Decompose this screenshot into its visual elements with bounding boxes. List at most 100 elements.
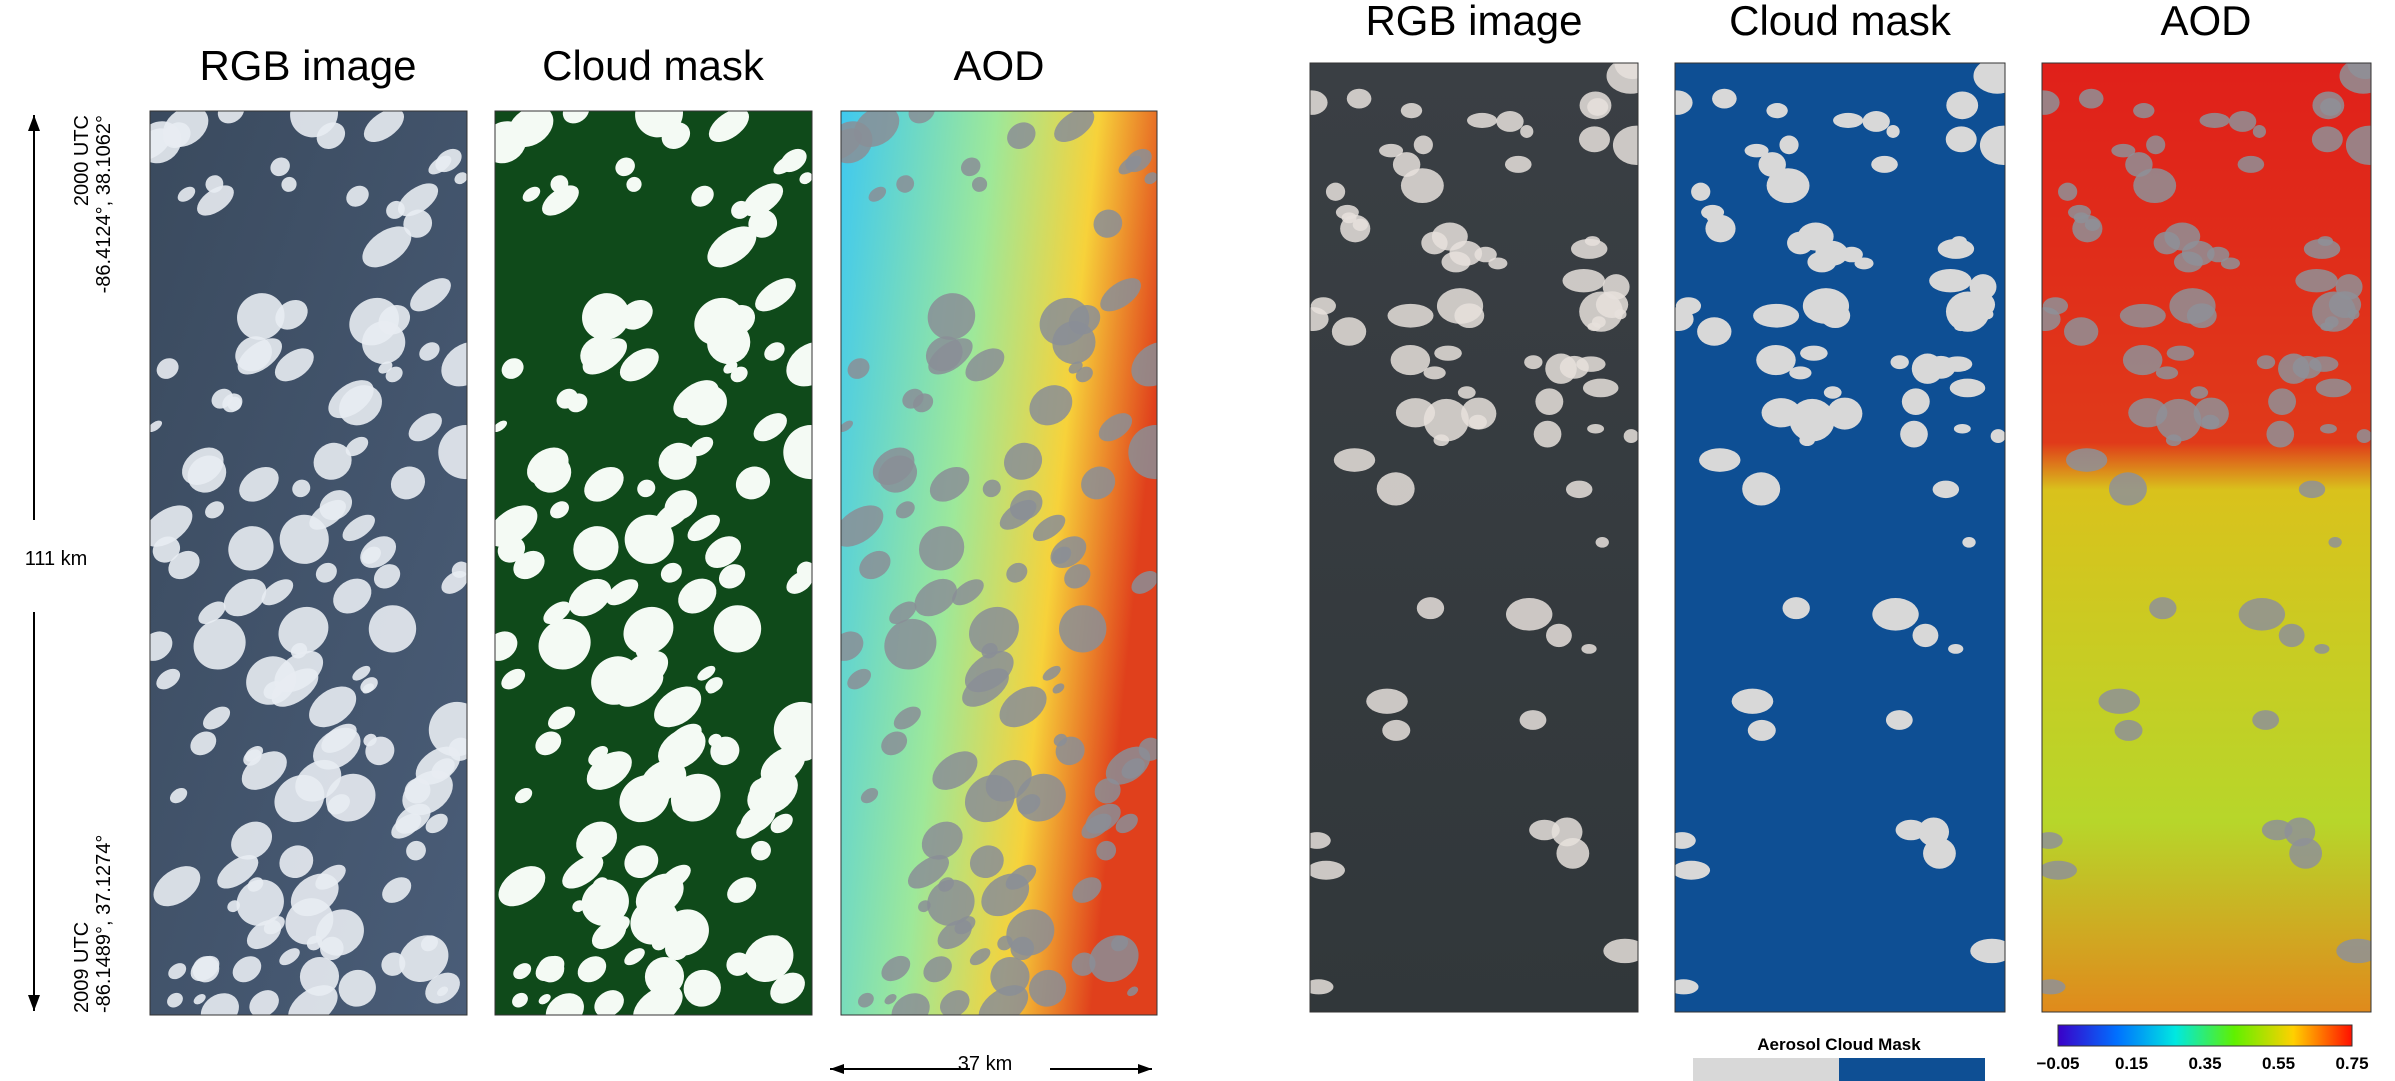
cloud	[2318, 236, 2333, 246]
cloud	[1672, 861, 1710, 880]
rgb-image	[1310, 63, 1638, 1012]
cloud	[1926, 356, 1955, 379]
cloud	[1933, 481, 1959, 498]
cloud	[1948, 644, 1963, 654]
arrow-head	[28, 115, 40, 131]
cloud	[2028, 90, 2060, 115]
cloud	[1388, 304, 1434, 328]
cloud	[2200, 113, 2230, 128]
cloud	[1587, 424, 1604, 434]
cloud	[1529, 820, 1560, 840]
panel-title: RGB image	[1365, 0, 1582, 44]
cloud	[2190, 386, 2208, 399]
panel-title: RGB image	[199, 42, 416, 89]
cloud	[1534, 421, 1562, 448]
cloud	[2357, 429, 2372, 443]
arrow-head	[1138, 1064, 1152, 1074]
panel-title: Cloud mask	[542, 42, 765, 89]
cloud	[1434, 434, 1450, 446]
cloud	[1603, 939, 1646, 963]
cloud	[1896, 820, 1927, 840]
cloud	[2039, 861, 2077, 880]
cloud	[1583, 379, 1619, 398]
cloud	[1336, 205, 1359, 220]
cloud	[2109, 472, 2147, 505]
cloud	[1962, 537, 1975, 548]
cloud	[1950, 379, 1986, 398]
cloud	[2312, 126, 2343, 152]
cloud	[1946, 126, 1977, 152]
cloud	[1803, 288, 1849, 324]
cloud	[1596, 537, 1609, 548]
panels	[127, 47, 2393, 1035]
cloud	[1520, 125, 1533, 138]
end-coords: -86.1489°, 37.1274°	[93, 835, 115, 1013]
cloud	[1332, 317, 1366, 345]
cloud	[2133, 103, 2154, 118]
cloud	[1353, 219, 1368, 231]
cloud	[1798, 222, 1834, 250]
cloud	[2340, 58, 2388, 94]
cloud	[1913, 624, 1939, 647]
cloud	[1434, 346, 1462, 361]
cloud	[1742, 472, 1780, 505]
cloud	[1535, 388, 1563, 415]
cloud	[2253, 125, 2266, 138]
cloud	[2085, 219, 2100, 231]
cloud	[2146, 136, 2165, 155]
cloud	[2262, 820, 2293, 840]
cloud	[1712, 89, 1737, 109]
mask-legend-title: Aerosol Cloud Mask	[1757, 1035, 1921, 1054]
cloud	[1580, 91, 1612, 119]
cloud	[1585, 236, 1600, 246]
cloud	[1496, 111, 1523, 132]
cloud	[1952, 236, 1967, 246]
cloud	[1891, 355, 1909, 369]
cloud	[1756, 345, 1796, 375]
cloud	[2207, 247, 2229, 263]
cloud	[1469, 415, 1487, 429]
cloud	[2156, 366, 2178, 379]
cloud	[1718, 219, 1733, 231]
cloud	[2201, 415, 2219, 429]
start-time: 2000 UTC	[71, 115, 93, 206]
mask-legend-cloud	[1693, 1058, 1839, 1081]
cloud	[1902, 388, 1930, 415]
cloud	[1401, 103, 1422, 118]
cloud	[1303, 832, 1331, 849]
cloud	[1326, 183, 1345, 201]
cloud	[2239, 598, 2285, 631]
cloud	[1334, 448, 1375, 472]
cloud	[2128, 398, 2167, 427]
colorbar-tick-label: 0.15	[2115, 1054, 2148, 1073]
cloud	[2316, 379, 2352, 398]
cloud	[2123, 345, 2163, 375]
cloud	[1699, 448, 1740, 472]
colorbar-tick-label: 0.35	[2188, 1054, 2221, 1073]
cloud	[1767, 168, 1810, 203]
cloud	[1624, 429, 1639, 443]
cloud	[2314, 644, 2329, 654]
cloud	[1307, 861, 1345, 880]
cloud	[2325, 316, 2339, 328]
cloud	[1762, 398, 1801, 427]
figure: RGB image Cloud mask AOD RGB image Cloud…	[0, 0, 2395, 1081]
cloud	[1800, 346, 1828, 361]
cloud	[1432, 222, 1468, 250]
cloud	[2229, 111, 2256, 132]
cloud	[2167, 346, 2195, 361]
panel-title: Cloud mask	[1729, 0, 1952, 44]
cloud	[1546, 624, 1572, 647]
arrow-head	[28, 995, 40, 1011]
cloud	[1592, 316, 1606, 328]
cloud	[1970, 939, 2013, 963]
cloud	[2312, 91, 2344, 119]
aod-map	[2042, 63, 2371, 1012]
cloud	[2036, 979, 2066, 994]
cloud	[2257, 355, 2275, 369]
cloud	[1886, 710, 1913, 730]
cloud	[1954, 424, 1971, 434]
width-label: 37 km	[958, 1053, 1012, 1075]
cloud	[2320, 424, 2337, 434]
cloud	[1840, 247, 1862, 263]
